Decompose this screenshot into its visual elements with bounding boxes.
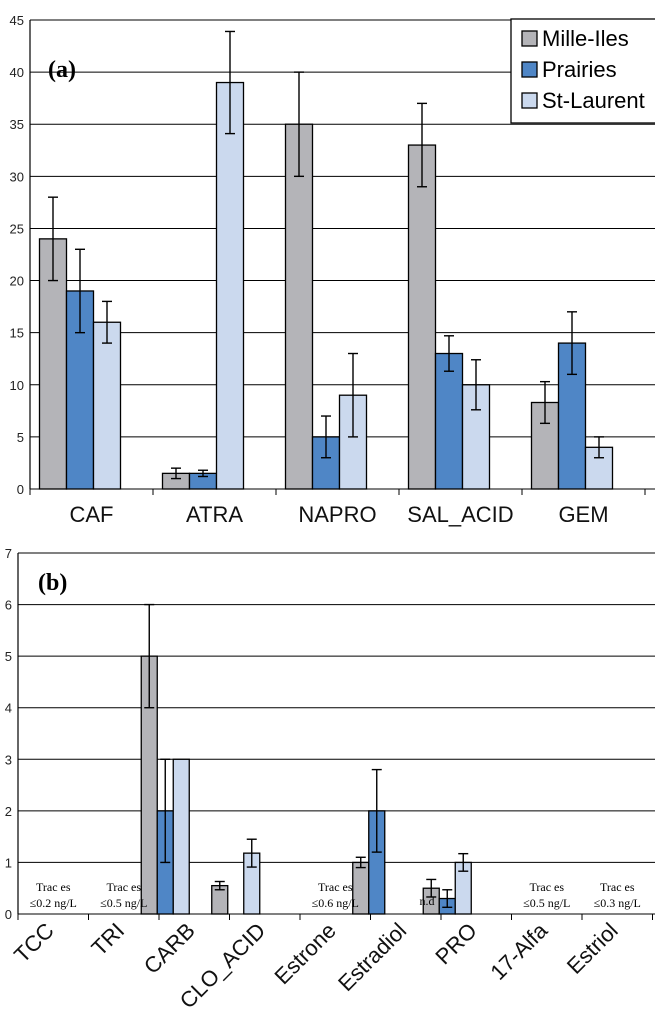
y-tick-label: 25	[10, 221, 24, 236]
panel-a-chart: 0 5 10 15 20 25 30 35 40 45 CAF ATRA NAPRO SAL_ACID GE…	[10, 13, 655, 527]
y-tick-label: 45	[10, 13, 24, 28]
category-label: Estrone	[269, 918, 340, 989]
annotation-text: Trac es	[600, 880, 635, 894]
category-label: NAPRO	[298, 502, 376, 527]
y-tick-label: 4	[5, 701, 12, 716]
y-tick-label: 2	[5, 804, 12, 819]
annotation-text: Trac es	[106, 880, 141, 894]
bar	[284, 123, 314, 490]
y-tick-label: 6	[5, 598, 12, 613]
annotation-text: ≤0.5 ng/L	[100, 896, 147, 910]
panel-label: (b)	[38, 570, 67, 596]
y-tick-label: 3	[5, 752, 12, 767]
y-tick-label: 30	[10, 169, 24, 184]
y-tick-label: 0	[17, 482, 24, 497]
legend-label: Prairies	[542, 57, 617, 82]
category-label: Estriol	[562, 918, 623, 979]
annotation-text: Trac es	[318, 880, 353, 894]
bar	[407, 144, 437, 490]
y-tick-label: 40	[10, 65, 24, 80]
legend-swatch	[521, 30, 538, 47]
legend-label: St-Laurent	[542, 88, 645, 113]
annotation-text: Trac es	[529, 880, 564, 894]
bar	[215, 81, 245, 490]
bar	[434, 352, 464, 490]
y-tick-label: 0	[5, 907, 12, 922]
annotation-text: n.d	[420, 894, 435, 908]
category-label: PRO	[430, 918, 481, 969]
category-label: GEM	[558, 502, 608, 527]
category-label: SAL_ACID	[407, 502, 513, 527]
y-tick-label: 7	[5, 546, 12, 561]
annotation-text: ≤0.5 ng/L	[523, 896, 570, 910]
y-tick-label: 15	[10, 326, 24, 341]
annotation-text: ≤0.3 ng/L	[594, 896, 641, 910]
bar	[172, 758, 190, 915]
y-tick-label: 10	[10, 378, 24, 393]
category-label: Estradiol	[333, 918, 411, 996]
annotation-text: ≤0.6 ng/L	[312, 896, 359, 910]
category-label: TCC	[9, 918, 59, 968]
legend-swatch	[521, 92, 538, 109]
category-label: TRI	[87, 918, 130, 961]
legend: Mille-Iles Prairies St-Laurent	[510, 18, 655, 124]
category-label: CARB	[139, 918, 200, 979]
category-label: ATRA	[186, 502, 243, 527]
panel-label: (a)	[48, 57, 76, 83]
y-tick-label: 5	[5, 649, 12, 664]
annotation-text: Trac es	[36, 880, 71, 894]
y-tick-label: 1	[5, 855, 12, 870]
category-label: CAF	[70, 502, 114, 527]
bar	[92, 321, 122, 490]
legend-label: Mille-Iles	[542, 26, 629, 51]
annotation-text: ≤0.2 ng/L	[30, 896, 77, 910]
y-tick-label: 5	[17, 430, 24, 445]
legend-swatch	[521, 61, 538, 78]
y-tick-label: 35	[10, 117, 24, 132]
category-label: 17-Alfa	[485, 917, 553, 985]
y-tick-label: 20	[10, 274, 24, 289]
